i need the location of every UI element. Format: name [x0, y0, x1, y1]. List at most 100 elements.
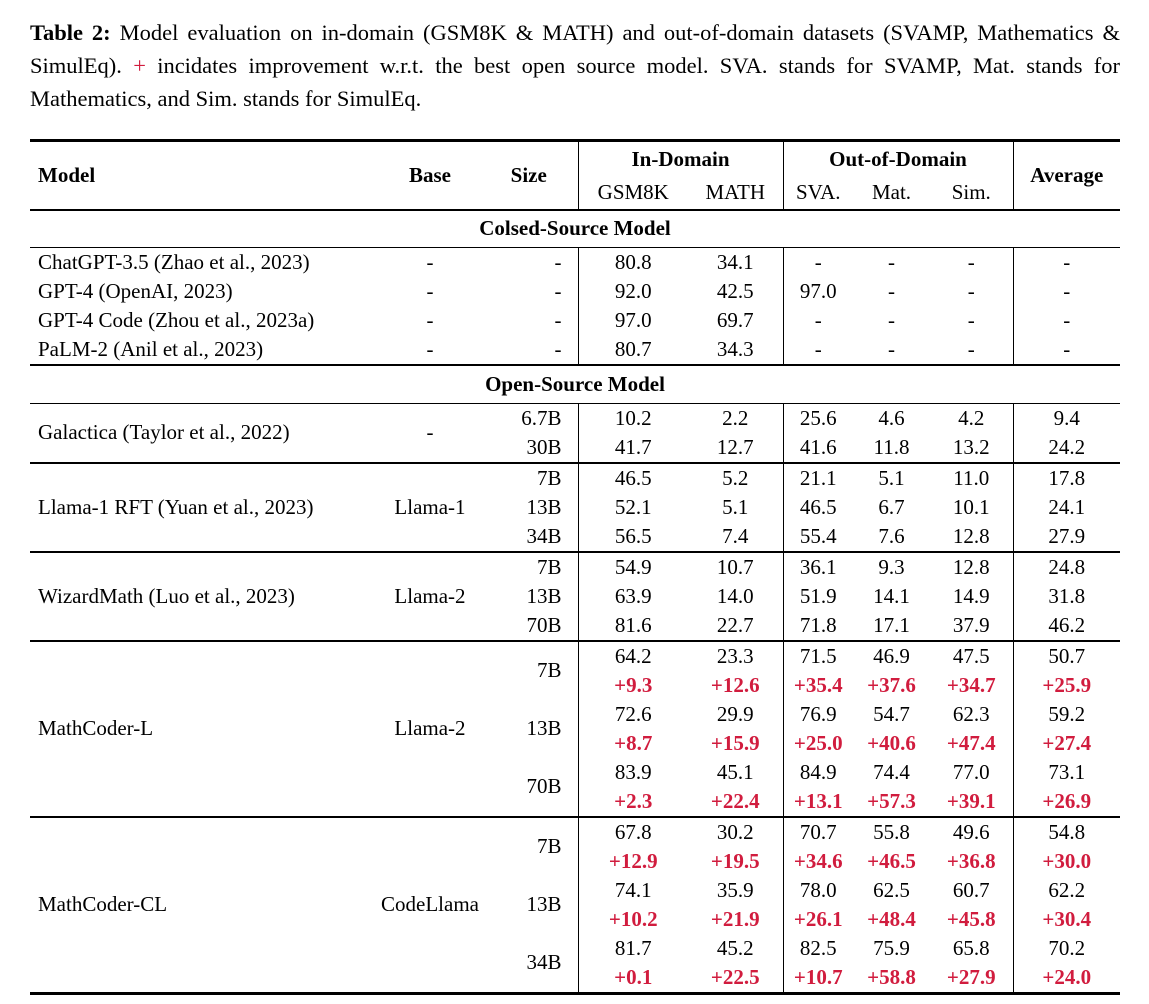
value-cell: 67.8 — [577, 815, 688, 847]
value-cell: 41.7 — [577, 432, 688, 463]
size-cell: 7B — [480, 550, 578, 582]
value-cell: 14.9 — [952, 583, 990, 608]
section-title: Colsed-Source Model — [30, 208, 1121, 248]
value-cell: 9.4 — [1012, 403, 1121, 433]
col-header-average: Average — [1012, 140, 1121, 211]
value-cell: 55.4 — [782, 521, 853, 552]
value-cell: 10.1 — [952, 494, 990, 519]
value-cell: 45.2 — [716, 935, 754, 960]
value-cell: 45.1 — [716, 759, 754, 784]
delta-cell: +12.9 — [577, 846, 688, 876]
delta-cell: +25.9 — [1012, 670, 1121, 700]
table-row: ChatGPT-3.5 (Zhao et al., 2023) - -80.8 34.… — [30, 247, 1121, 277]
table-row: 34B 56.5 7.4 55.4 7.6 12.8 27.9 — [30, 521, 1121, 552]
value-cell: - — [782, 247, 853, 277]
table-row: 13B 72.6 29.9 76.9 54.7 62.3 59.2 — [30, 699, 1121, 740]
value-cell: - — [782, 306, 853, 335]
base-cell: - — [426, 420, 434, 444]
delta-cell: +45.8 — [946, 906, 996, 931]
delta-cell: +27.4 — [1012, 728, 1121, 758]
delta-cell: +10.2 — [577, 904, 688, 934]
size-cell: 30B — [526, 434, 562, 459]
value-cell: 74.4 — [873, 759, 910, 784]
value-cell: 71.5 — [782, 639, 853, 671]
value-cell: 24.1 — [1012, 492, 1121, 522]
model-cell: MathCoder-L — [30, 639, 380, 817]
value-cell: 55.8 — [853, 815, 930, 847]
value-cell: 46.5 — [577, 461, 688, 493]
delta-cell: +21.9 — [710, 906, 760, 931]
value-cell: - — [1012, 335, 1121, 365]
section-row: Open-Source Model — [30, 364, 1121, 404]
value-cell: 7.6 — [878, 523, 905, 548]
table-row: 13B 63.9 14.0 51.9 14.1 14.9 31.8 — [30, 581, 1121, 611]
col-header-size: Size — [480, 140, 578, 211]
model-cell: MathCoder-CL — [30, 815, 380, 993]
delta-cell: +35.4 — [782, 670, 853, 700]
base-cell: - — [426, 279, 434, 303]
base-cell: - — [426, 308, 434, 332]
col-header-gsm8k: GSM8K — [577, 176, 688, 211]
col-header-base: Base — [380, 140, 480, 211]
value-cell: - — [967, 308, 975, 332]
table-row: WizardMath (Luo et al., 2023) Llama-2 7B 54… — [30, 550, 1121, 641]
delta-cell: +26.1 — [782, 904, 853, 934]
table-row: GPT-4 (OpenAI, 2023) - -92.0 42.5 97.0- - - — [30, 277, 1121, 306]
value-cell: 35.9 — [716, 877, 754, 902]
value-cell: 34.3 — [716, 337, 754, 361]
delta-cell: +30.0 — [1012, 846, 1121, 876]
value-cell: 7.4 — [722, 523, 749, 548]
table-row: 34B 81.7 45.2 82.5 75.9 65.8 70.2 — [30, 933, 1121, 974]
value-cell: 54.7 — [873, 701, 910, 726]
table-row: 70B 83.9 45.1 84.9 74.4 77.0 73.1 — [30, 757, 1121, 798]
value-cell: 9.3 — [853, 550, 930, 582]
value-cell: - — [888, 308, 895, 332]
value-cell: 74.1 — [577, 875, 688, 905]
value-cell: 42.5 — [716, 279, 754, 303]
value-cell: 59.2 — [1012, 699, 1121, 729]
value-cell: 62.3 — [952, 701, 990, 726]
value-cell: 82.5 — [782, 933, 853, 963]
delta-cell: +10.7 — [782, 962, 853, 993]
table-row-delta: +9.3 +12.6 +35.4 +37.6 +34.7 +25.9 — [30, 670, 1121, 700]
col-header-sim: Sim. — [930, 176, 1014, 211]
delta-cell: +48.4 — [867, 906, 916, 931]
size-cell: 7B — [480, 815, 578, 876]
delta-cell: +57.3 — [867, 788, 916, 813]
delta-cell: +22.5 — [710, 964, 760, 989]
delta-cell: +9.3 — [577, 670, 688, 700]
table-row-delta: +2.3 +22.4 +13.1 +57.3 +39.1 +26.9 — [30, 786, 1121, 817]
value-cell: 30.2 — [688, 815, 783, 847]
value-cell: 47.5 — [930, 639, 1014, 671]
table-row-delta: +12.9 +19.5 +34.6 +46.5 +36.8 +30.0 — [30, 846, 1121, 876]
delta-cell: +30.4 — [1012, 904, 1121, 934]
value-cell: - — [967, 279, 975, 303]
delta-cell: +34.6 — [782, 846, 853, 876]
value-cell: 77.0 — [952, 759, 990, 784]
size-cell: - — [554, 279, 562, 303]
value-cell: 22.7 — [716, 612, 754, 637]
size-cell: 70B — [526, 612, 562, 637]
delta-cell: +13.1 — [782, 786, 853, 817]
value-cell: 10.7 — [688, 550, 783, 582]
table-row: MathCoder-CL CodeLlama 7B 67.8 30.2 70.7 55.8 4… — [30, 815, 1121, 993]
value-cell: 63.9 — [577, 581, 688, 611]
value-cell: 11.8 — [873, 434, 910, 459]
value-cell: 25.6 — [782, 403, 853, 433]
size-cell: - — [554, 337, 562, 361]
value-cell: 76.9 — [782, 699, 853, 729]
base-cell: - — [426, 250, 434, 274]
value-cell: 12.8 — [930, 550, 1014, 582]
value-cell: 46.2 — [1012, 610, 1121, 641]
delta-cell: +39.1 — [946, 788, 996, 813]
value-cell: 84.9 — [782, 757, 853, 787]
base-cell: Llama-2 — [380, 550, 480, 641]
value-cell: 46.5 — [782, 492, 853, 522]
base-cell: - — [426, 337, 434, 361]
section-title: Open-Source Model — [30, 364, 1121, 404]
value-cell: 17.1 — [873, 612, 910, 637]
model-cell: PaLM-2 (Anil et al., 2023) — [38, 337, 264, 361]
value-cell: 80.7 — [577, 335, 688, 365]
value-cell: 70.2 — [1012, 933, 1121, 963]
value-cell: 64.2 — [577, 639, 688, 671]
